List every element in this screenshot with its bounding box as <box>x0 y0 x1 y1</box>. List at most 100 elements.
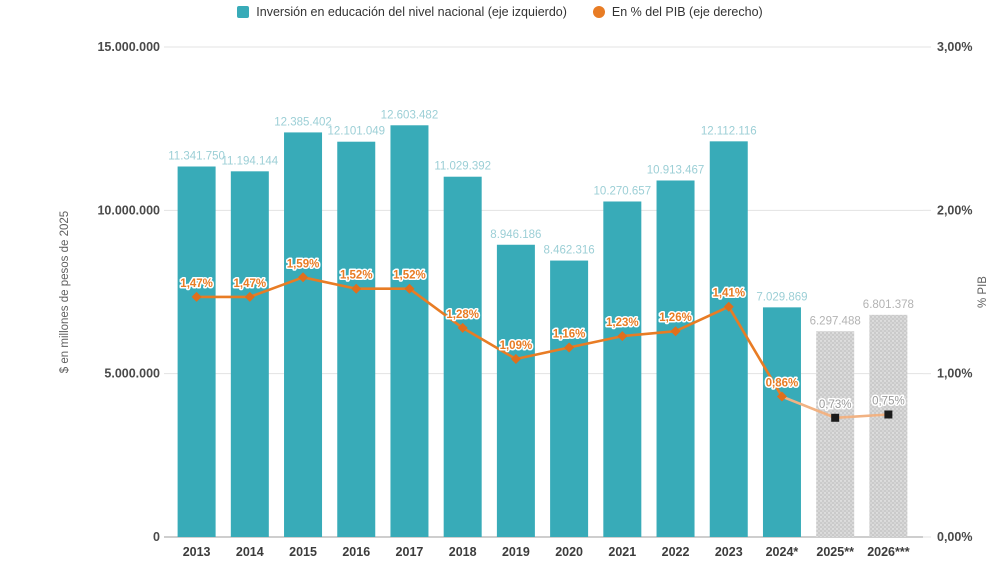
line-segment <box>302 276 357 291</box>
right-axis-tick-label: 3,00% <box>937 40 972 54</box>
point-2021[interactable] <box>617 331 628 342</box>
bar-2023[interactable] <box>709 141 748 538</box>
x-tick-label-2024*: 2024* <box>766 545 799 559</box>
line-series-swatch-icon <box>592 6 605 18</box>
bar-value-label-2020: 8.462.316 <box>544 245 595 257</box>
line-segment <box>408 287 464 329</box>
left-axis-tick-label: 0 <box>153 530 160 544</box>
bar-value-label-2022: 10.913.467 <box>647 164 705 176</box>
bar-2021[interactable] <box>603 201 642 537</box>
pct-label-2025**: 0,73% <box>819 399 852 411</box>
point-2025**[interactable] <box>831 413 840 422</box>
bar-2014[interactable] <box>230 171 269 537</box>
pct-label-2022: 1,26% <box>659 312 692 324</box>
line-segment <box>462 326 517 361</box>
point-2023[interactable] <box>723 301 734 312</box>
point-2020[interactable] <box>564 342 575 353</box>
point-2018[interactable] <box>457 322 468 333</box>
chart-legend: Inversión en educación del nivel naciona… <box>0 5 1000 19</box>
bar-value-label-2013: 11.341.750 <box>168 151 225 163</box>
line-segment <box>674 305 730 333</box>
x-tick-label-2016: 2016 <box>342 545 370 559</box>
bar-2019[interactable] <box>496 244 535 537</box>
point-2015[interactable] <box>298 272 309 283</box>
x-tick-label-2013: 2013 <box>183 545 211 559</box>
x-tick-label-2023: 2023 <box>715 545 743 559</box>
bar-value-label-2014: 11.194.144 <box>221 155 278 167</box>
point-2024*[interactable] <box>776 391 787 402</box>
bar-value-label-2018: 11.029.392 <box>434 161 491 173</box>
point-2013[interactable] <box>191 291 202 302</box>
bar-value-label-2016: 12.101.049 <box>327 126 385 138</box>
legend-label-investment: Inversión en educación del nivel naciona… <box>256 5 567 19</box>
line-segment <box>515 346 570 361</box>
line-segment <box>835 413 889 420</box>
left-axis-title: $ en millones de pesos de 2025 <box>59 211 71 373</box>
point-2016[interactable] <box>351 283 362 294</box>
x-tick-label-2021: 2021 <box>608 545 636 559</box>
bar-2016[interactable] <box>337 141 376 537</box>
bar-2022[interactable] <box>656 180 695 537</box>
line-segment <box>727 306 784 398</box>
pct-label-2020: 1,16% <box>553 329 586 341</box>
bar-value-label-2019: 8.946.186 <box>490 229 541 241</box>
bar-value-label-2026***: 6.801.378 <box>863 299 914 311</box>
pct-label-2015: 1,59% <box>287 258 320 270</box>
left-axis-tick-label: 5.000.000 <box>104 367 160 381</box>
left-axis-tick-label: 10.000.000 <box>97 203 160 217</box>
bar-2015[interactable] <box>284 132 323 537</box>
right-axis-tick-label: 1,00% <box>937 367 972 381</box>
x-tick-label-2014: 2014 <box>236 545 264 559</box>
bar-value-label-2015: 12.385.402 <box>274 116 332 128</box>
x-tick-label-2025**: 2025** <box>816 545 854 559</box>
bar-2025**[interactable] <box>816 331 855 537</box>
point-2019[interactable] <box>510 353 521 364</box>
x-tick-label-2019: 2019 <box>502 545 530 559</box>
bar-value-label-2021: 10.270.657 <box>594 185 652 197</box>
pct-label-2014: 1,47% <box>234 278 267 290</box>
x-tick-label-2022: 2022 <box>662 545 690 559</box>
bar-value-label-2025**: 6.297.488 <box>810 315 861 327</box>
x-tick-label-2018: 2018 <box>449 545 477 559</box>
line-segment <box>781 395 836 419</box>
point-2017[interactable] <box>404 283 415 294</box>
left-axis-tick-label: 15.000.000 <box>97 40 160 54</box>
right-axis-title: % PIB <box>977 276 989 308</box>
bar-2026***[interactable] <box>869 314 908 537</box>
legend-item-investment[interactable]: Inversión en educación del nivel naciona… <box>237 5 567 19</box>
x-tick-label-2020: 2020 <box>555 545 583 559</box>
line-segment <box>249 276 304 299</box>
line-group: 1,47% 1,47% 1,59% 1,52% 1,52% 1,28% 1,09% 1,16%… <box>179 257 906 422</box>
bar-2024*[interactable] <box>762 307 801 537</box>
right-axis-tick-label: 2,00% <box>937 203 972 217</box>
bar-value-label-2024*: 7.029.869 <box>756 291 807 303</box>
point-2026***[interactable] <box>884 410 893 419</box>
x-axis-labels: 2013 2014 2015 2016 2017 2018 2019 2020 2021 2022… <box>183 545 910 559</box>
legend-label-pib: En % del PIB (eje derecho) <box>611 5 763 19</box>
bar-2020[interactable] <box>550 260 589 537</box>
pct-label-2026***: 0,75% <box>872 396 905 408</box>
pct-label-2017: 1,52% <box>393 270 426 282</box>
bar-2013[interactable] <box>177 166 216 537</box>
x-tick-label-2026***: 2026*** <box>867 545 910 559</box>
x-tick-label-2017: 2017 <box>396 545 424 559</box>
pct-label-2016: 1,52% <box>340 270 373 282</box>
line-segment <box>622 329 676 338</box>
pct-label-2018: 1,28% <box>446 309 479 321</box>
pct-label-2021: 1,23% <box>606 317 639 329</box>
legend-item-pib[interactable]: En % del PIB (eje derecho) <box>592 5 763 19</box>
pct-label-2024*: 0,86% <box>766 378 799 390</box>
bar-value-label-2023: 12.112.116 <box>701 125 757 137</box>
point-2014[interactable] <box>244 291 255 302</box>
bar-value-label-2017: 12.603.482 <box>381 109 439 121</box>
line-segment <box>568 334 623 349</box>
pct-label-2019: 1,09% <box>500 340 533 352</box>
pct-label-2023: 1,41% <box>712 288 745 300</box>
bar-2018[interactable] <box>443 176 482 537</box>
point-2022[interactable] <box>670 326 681 337</box>
pct-label-2013: 1,47% <box>180 278 213 290</box>
bar-series-swatch-icon <box>237 6 250 18</box>
bar-2017[interactable] <box>390 125 429 537</box>
